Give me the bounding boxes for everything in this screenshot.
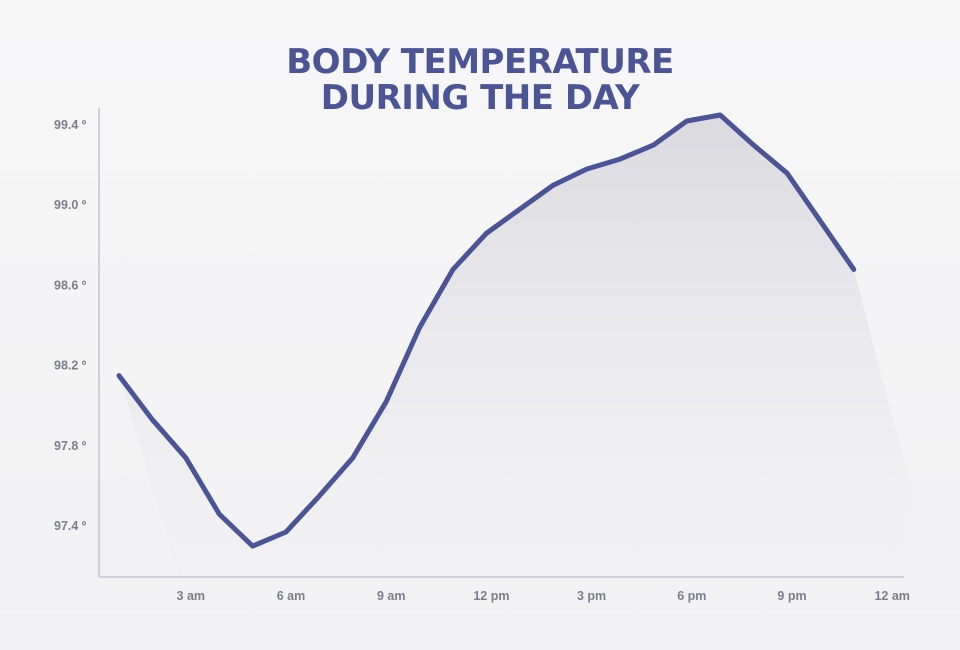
chart-title-line-2: DURING THE DAY	[320, 78, 640, 118]
x-tick-label: 12 am	[874, 589, 909, 603]
x-tick-label: 9 pm	[777, 589, 806, 603]
chart-title: BODY TEMPERATURE DURING THE DAY	[0, 44, 960, 116]
x-tick-label: 6 am	[277, 589, 306, 603]
chart-title-line-1: BODY TEMPERATURE	[286, 42, 674, 82]
temperature-line	[116, 112, 857, 549]
x-tick-label: 3 am	[177, 589, 206, 603]
y-tick-label: 98.2 º	[54, 359, 87, 373]
temperature-area	[119, 114, 912, 577]
x-tick-label: 9 am	[377, 589, 406, 603]
x-tick-label: 3 pm	[577, 589, 606, 603]
y-tick-label: 97.8 º	[54, 439, 87, 453]
x-tick-label: 12 pm	[473, 589, 509, 603]
y-tick-label: 98.6 º	[54, 278, 87, 292]
y-tick-label: 99.0 º	[54, 198, 87, 212]
y-tick-label: 99.4 º	[54, 118, 87, 132]
x-tick-label: 6 pm	[677, 589, 706, 603]
y-tick-label: 97.4 º	[54, 519, 87, 533]
